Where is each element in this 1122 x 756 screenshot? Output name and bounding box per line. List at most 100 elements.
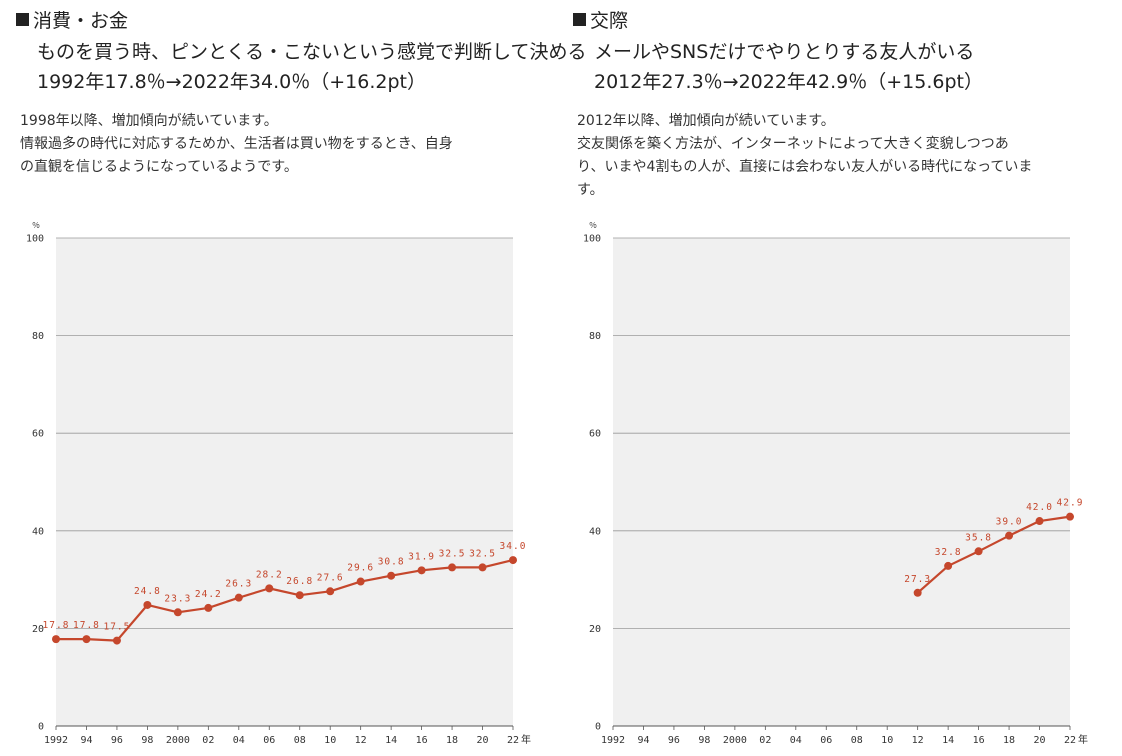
- x-tick-label: 06: [820, 735, 832, 746]
- data-point: [112, 636, 121, 645]
- x-tick-label: 10: [881, 735, 893, 746]
- data-point: [913, 588, 922, 597]
- panel-consumption: 消費・お金 ものを買う時、ピンとくる・こないという感覚で判断して決める 1992…: [0, 0, 586, 756]
- square-bullet-icon: [16, 13, 29, 26]
- data-point: [944, 561, 953, 570]
- section-heading: 消費・お金: [16, 8, 128, 34]
- data-label: 42.9: [1057, 498, 1084, 509]
- x-tick-label: 1992: [44, 735, 68, 746]
- data-point: [295, 591, 304, 600]
- data-label: 26.8: [286, 576, 313, 587]
- data-label: 27.6: [317, 572, 344, 583]
- data-point: [204, 603, 213, 612]
- y-tick-label: 100: [26, 234, 44, 245]
- y-tick-label: 40: [32, 526, 44, 537]
- x-tick-label: 10: [324, 735, 336, 746]
- data-point: [1035, 517, 1044, 526]
- data-point: [265, 584, 274, 593]
- chart-change-summary: 1992年17.8％→2022年34.0％（+16.2pt）: [37, 71, 426, 93]
- data-point: [326, 587, 335, 596]
- data-label: 28.2: [256, 569, 283, 580]
- x-axis-suffix: 年: [521, 733, 531, 746]
- data-point: [1066, 512, 1074, 521]
- data-label: 17.8: [43, 620, 70, 631]
- x-tick-label: 96: [668, 735, 680, 746]
- data-point: [1005, 531, 1014, 540]
- chart-subtitle: ものを買う時、ピンとくる・こないという感覚で判断して決める: [37, 41, 587, 63]
- x-tick-label: 20: [477, 735, 489, 746]
- x-tick-label: 20: [1034, 735, 1046, 746]
- x-tick-label: 18: [446, 735, 458, 746]
- line-chart-social: 0 20 40 60 80 100 ％ 1992 94 96 98 2000 02 04 06 08 10 12 1…: [583, 221, 1088, 746]
- data-point: [387, 571, 396, 580]
- series-line: [916, 515, 1071, 594]
- plot-background: [613, 238, 1070, 726]
- y-unit-label: ％: [589, 221, 597, 230]
- y-tick-label: 20: [589, 624, 601, 635]
- x-tick-label: 02: [759, 735, 771, 746]
- x-tick-label: 96: [111, 735, 123, 746]
- x-tick-label: 04: [790, 735, 802, 746]
- data-label: 32.5: [439, 548, 466, 559]
- y-tick-label: 40: [589, 526, 601, 537]
- y-tick-label: 80: [589, 331, 601, 342]
- description-line: 情報過多の時代に対応するためか、生活者は買い物をするとき、自身: [20, 136, 453, 152]
- x-tick-label: 08: [294, 735, 306, 746]
- data-label: 24.2: [195, 589, 222, 600]
- data-label: 26.3: [225, 579, 252, 590]
- series-line: [56, 559, 514, 642]
- data-point: [234, 593, 243, 602]
- line-chart-consumption: 0 20 40 60 80 100 ％ 1992 94 96 98 2000 02 04 06 08 10 12 1…: [26, 221, 531, 746]
- y-tick-label: 60: [32, 429, 44, 440]
- x-tick-label: 2000: [723, 735, 747, 746]
- data-label: 24.8: [134, 586, 161, 597]
- description-line: す。: [577, 182, 604, 198]
- data-label: 17.8: [73, 620, 100, 631]
- y-tick-label: 60: [589, 429, 601, 440]
- data-label: 30.8: [378, 557, 405, 568]
- x-tick-label: 12: [355, 735, 367, 746]
- y-tick-label: 80: [32, 331, 44, 342]
- section-heading-text: 交際: [590, 10, 629, 32]
- x-tick-label: 1992: [601, 735, 625, 746]
- description-line: り、いまや4割もの人が、直接には会わない友人がいる時代になっていま: [577, 159, 1033, 175]
- description-line: 2012年以降、増加傾向が続いています。: [577, 113, 835, 129]
- y-tick-label: 100: [583, 234, 601, 245]
- description-line: 1998年以降、増加傾向が続いています。: [20, 113, 278, 129]
- square-bullet-icon: [573, 13, 586, 26]
- x-tick-label: 04: [233, 735, 245, 746]
- description-line: の直観を信じるようになっているようです。: [20, 159, 298, 175]
- x-tick-label: 2000: [166, 735, 190, 746]
- plot-background: [56, 238, 513, 726]
- y-unit-label: ％: [32, 221, 40, 230]
- data-label: 27.3: [904, 574, 931, 585]
- chart-description: 2012年以降、増加傾向が続いています。 交友関係を築く方法が、インターネットに…: [577, 110, 1112, 202]
- data-point: [974, 547, 983, 556]
- data-point: [509, 556, 517, 565]
- x-tick-label: 02: [202, 735, 214, 746]
- description-line: 交友関係を築く方法が、インターネットによって大きく変貌しつつあ: [577, 136, 1009, 152]
- data-label: 31.9: [408, 551, 435, 562]
- data-point: [478, 563, 487, 572]
- data-label: 42.0: [1026, 502, 1053, 513]
- x-tick-label: 94: [637, 735, 649, 746]
- x-tick-label: 98: [698, 735, 710, 746]
- data-point: [417, 566, 426, 575]
- x-tick-label: 14: [942, 735, 954, 746]
- x-axis-suffix: 年: [1078, 733, 1088, 746]
- x-tick-label: 08: [851, 735, 863, 746]
- data-label: 35.8: [965, 532, 992, 543]
- chart-change-summary: 2012年27.3％→2022年42.9％（+15.6pt）: [594, 71, 983, 93]
- data-label: 32.8: [935, 547, 962, 558]
- data-point: [173, 608, 182, 617]
- y-tick-label: 0: [38, 722, 44, 733]
- data-point: [82, 635, 91, 644]
- data-label: 39.0: [996, 517, 1023, 528]
- x-tick-label: 14: [385, 735, 397, 746]
- y-tick-label: 0: [595, 722, 601, 733]
- data-label: 23.3: [164, 593, 191, 604]
- section-heading-text: 消費・お金: [33, 10, 129, 32]
- x-tick-label: 12: [912, 735, 924, 746]
- data-point: [52, 635, 60, 644]
- chart-subtitle: メールやSNSだけでやりとりする友人がいる: [594, 41, 975, 63]
